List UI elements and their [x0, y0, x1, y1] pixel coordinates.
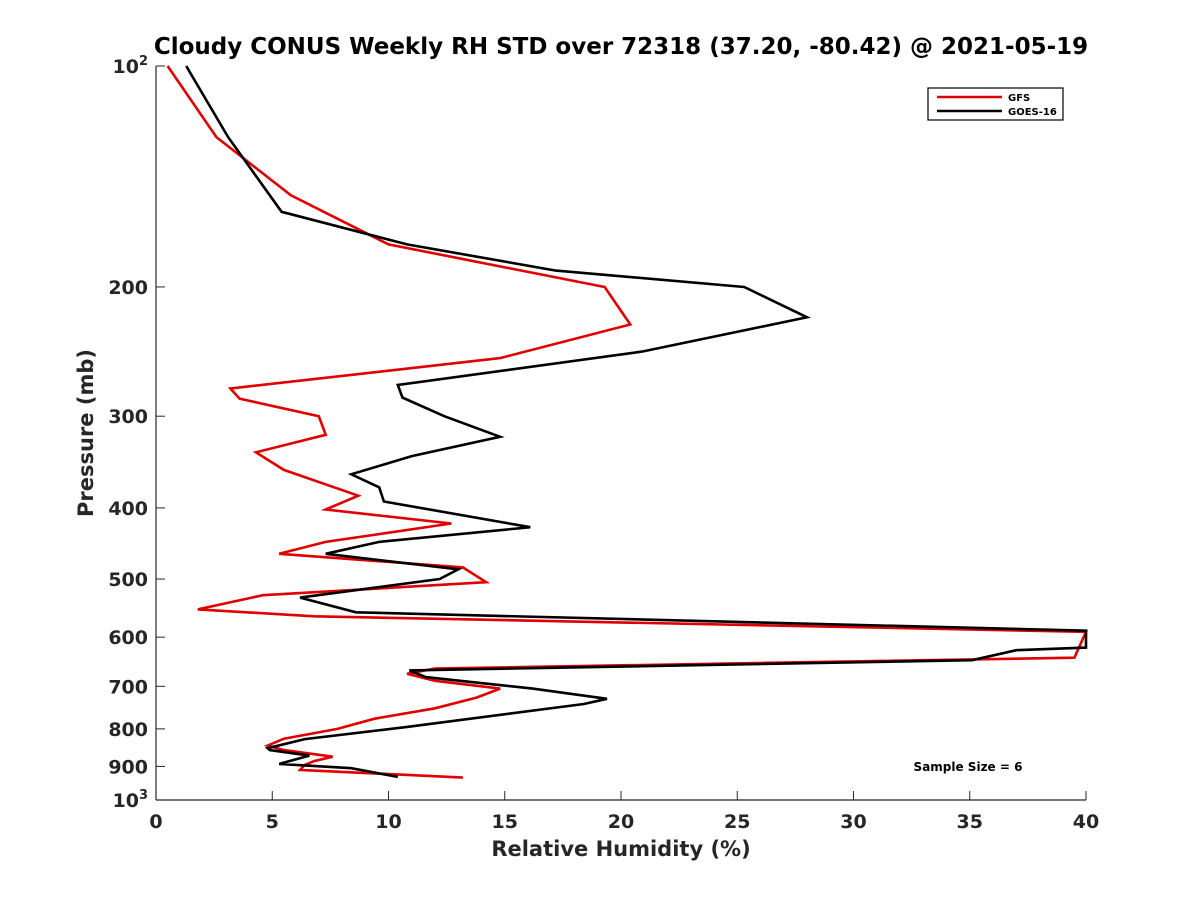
x-tick-label: 20 [608, 811, 634, 833]
x-axis: 0 5 10 15 20 25 30 35 40 [149, 791, 1099, 833]
y-tick-label: 200 [108, 277, 148, 299]
chart-title: Cloudy CONUS Weekly RH STD over 72318 (3… [154, 34, 1088, 60]
y-tick-label: 103 [113, 788, 149, 812]
x-tick-label: 5 [266, 811, 279, 833]
legend: GFS GOES-16 [927, 87, 1064, 121]
x-tick-label: 40 [1073, 811, 1099, 833]
x-tick-label: 10 [375, 811, 401, 833]
y-tick-label: 700 [108, 676, 148, 698]
y-axis: 102 200 300 400 500 600 700 800 900 103 [108, 54, 165, 812]
series-line-gfs [166, 65, 1088, 779]
x-tick-label: 35 [957, 811, 983, 833]
x-tick-label: 0 [149, 811, 162, 833]
x-axis-label: Relative Humidity (%) [491, 837, 750, 861]
y-tick-label: 600 [108, 627, 148, 649]
legend-entry: GFS [1008, 93, 1030, 104]
y-tick-label: 800 [108, 719, 148, 741]
legend-box [927, 87, 1064, 121]
plot-area [155, 65, 1088, 801]
y-tick-label: 500 [108, 569, 148, 591]
series-line-goes-16 [185, 65, 1088, 779]
y-axis-label: Pressure (mb) [74, 349, 98, 517]
x-tick-label: 15 [492, 811, 518, 833]
y-tick-label: 900 [108, 756, 148, 778]
x-tick-label: 30 [840, 811, 866, 833]
x-tick-label: 25 [724, 811, 750, 833]
y-tick-label: 102 [113, 54, 149, 78]
legend-entry: GOES-16 [1008, 107, 1057, 118]
y-tick-label: 300 [108, 406, 148, 428]
sample-size-annotation: Sample Size = 6 [914, 760, 1023, 774]
y-tick-label: 400 [108, 498, 148, 520]
